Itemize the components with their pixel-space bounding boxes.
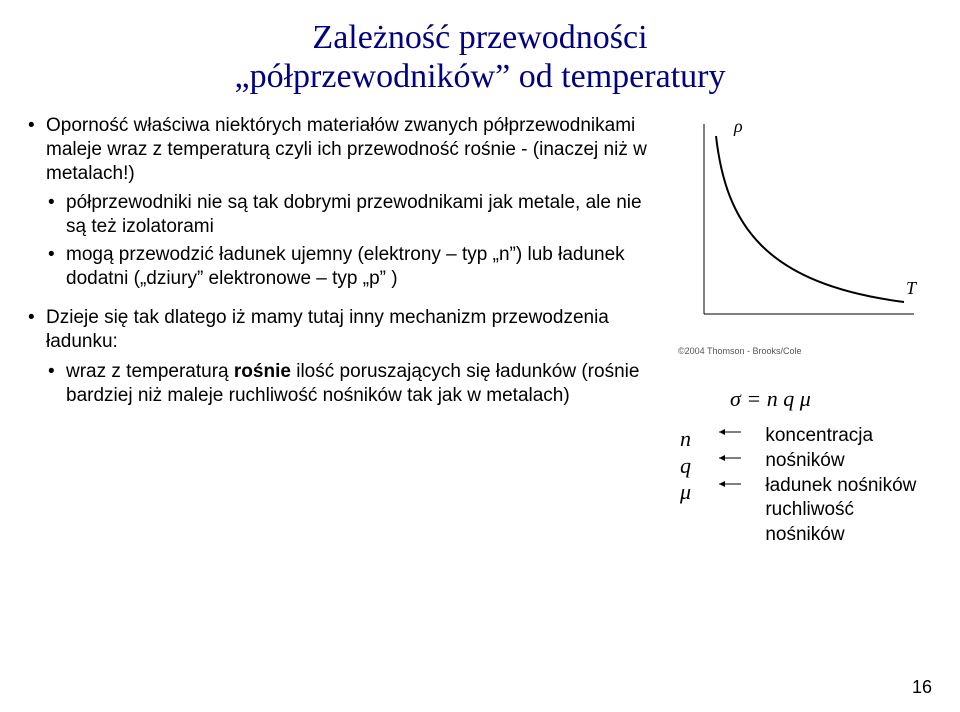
legend-def-n: koncentracja nośników (765, 424, 934, 473)
chart-svg: ρ T (674, 114, 924, 344)
legend-sym-n: n (680, 426, 691, 452)
legend-def-q: ładunek nośników (765, 474, 934, 499)
bullet-2a-pre: wraz z temperaturą (66, 361, 234, 382)
bullet-2a-bold: rośnie (234, 361, 291, 382)
block-2: Dzieje się tak dlatego iż mamy tutaj inn… (26, 306, 654, 407)
chart-bg (674, 114, 924, 344)
legend-brace-icon (715, 422, 741, 494)
resistivity-chart: ρ T (674, 114, 924, 344)
bullet-1b: mogą przewodzić ładunek ujemny (elektron… (26, 243, 654, 291)
legend-def-mu: ruchliwość nośników (765, 498, 934, 547)
title-line-2: „półprzewodników” od temperatury (235, 58, 726, 95)
left-column: Oporność właściwa niektórych materiałów … (26, 114, 654, 547)
legend-symbols: n q μ (680, 426, 691, 505)
legend-sym-q: q (680, 453, 691, 479)
bullet-1a-text: półprzewodniki nie są tak dobrymi przewo… (66, 192, 642, 237)
title-line-1: Zależność przewodności (312, 19, 647, 56)
legend-sym-mu: μ (680, 479, 691, 505)
bullet-2: Dzieje się tak dlatego iż mamy tutaj inn… (26, 306, 654, 354)
y-axis-label: ρ (733, 116, 743, 136)
legend: n q μ koncentracja nośników ładunek nośn… (674, 422, 934, 547)
bullet-1b-text: mogą przewodzić ładunek ujemny (elektron… (66, 244, 625, 289)
chart-copyright: ©2004 Thomson - Brooks/Cole (678, 346, 934, 356)
bullet-2-text: Dzieje się tak dlatego iż mamy tutaj inn… (46, 307, 609, 352)
right-column: ρ T ©2004 Thomson - Brooks/Cole σ = n q … (674, 114, 934, 547)
content-area: Oporność właściwa niektórych materiałów … (0, 96, 960, 547)
bullet-2a: wraz z temperaturą rośnie ilość poruszaj… (26, 360, 654, 408)
bullet-1: Oporność właściwa niektórych materiałów … (26, 114, 654, 185)
sigma-formula: σ = n q μ (730, 386, 934, 412)
formula-block: σ = n q μ n q μ koncentracja nośników (674, 386, 934, 547)
page-number: 16 (912, 677, 932, 698)
bullet-1a: półprzewodniki nie są tak dobrymi przewo… (26, 191, 654, 239)
bullet-1-text: Oporność właściwa niektórych materiałów … (46, 115, 647, 184)
slide-title: Zależność przewodności „półprzewodników”… (0, 0, 960, 96)
legend-definitions: koncentracja nośników ładunek nośników r… (765, 424, 934, 547)
